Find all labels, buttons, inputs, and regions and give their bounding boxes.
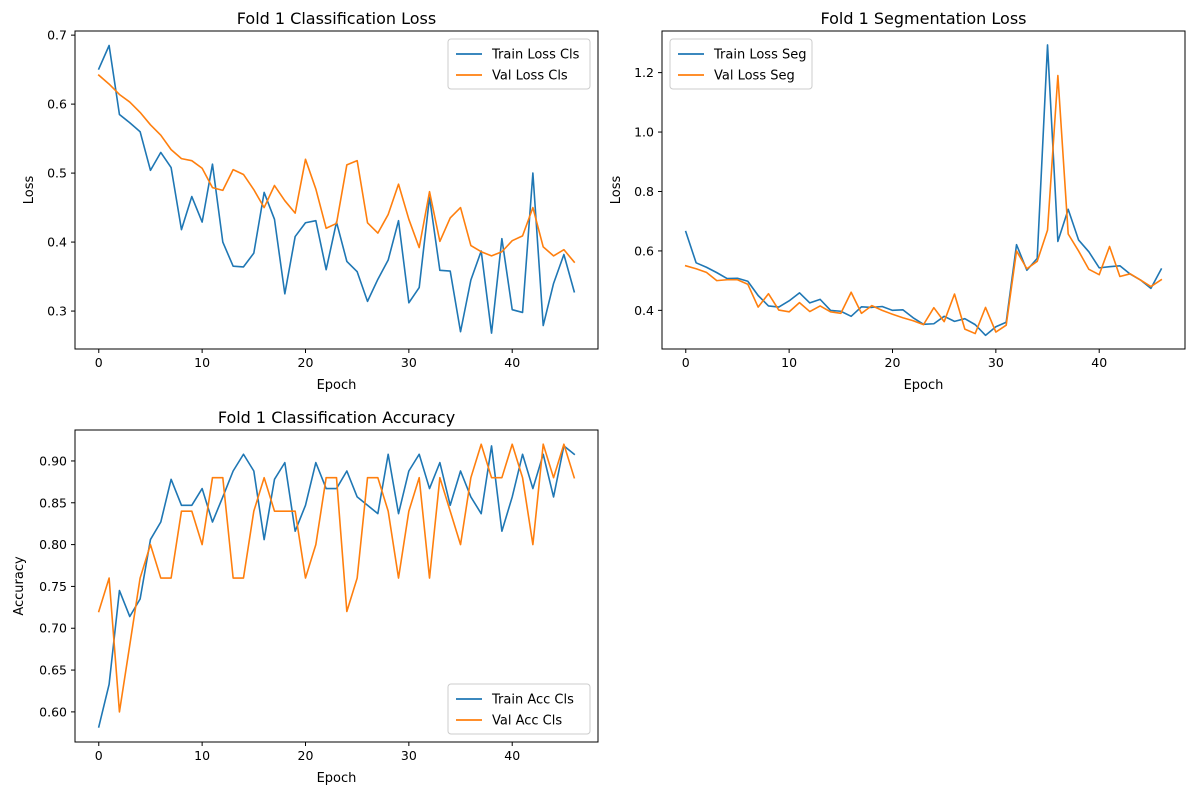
axes-frame	[661, 30, 1186, 350]
legend-box	[447, 683, 591, 735]
y-axis-label: Accuracy	[12, 556, 27, 616]
x-tick-label: 30	[988, 355, 1004, 370]
axes-frame	[74, 30, 599, 350]
y-tick-label: 0.80	[39, 537, 67, 552]
legend: Train Loss Seg Val Loss Seg	[669, 38, 813, 90]
y-tick-label: 0.7	[47, 28, 67, 43]
series-line-val-acc-cls	[97, 443, 576, 713]
series-line-val-loss-seg	[684, 74, 1163, 335]
series-line-val-loss-cls	[97, 74, 576, 264]
x-tick-label: 0	[682, 355, 690, 370]
x-tick-label: 20	[885, 355, 901, 370]
y-tick-label: 0.85	[39, 495, 67, 510]
legend-label: Val Loss Cls	[492, 69, 568, 84]
chart-title: Fold 1 Segmentation Loss	[820, 9, 1026, 28]
legend: Train Acc Cls Val Acc Cls	[447, 683, 591, 735]
y-tick-label: 0.75	[39, 579, 67, 594]
x-tick-label: 30	[401, 748, 417, 763]
x-tick-label: 20	[298, 355, 314, 370]
chart-3: 0 10 20 30 40 0.60 0.65 0.70 0.75 0.80 0.85 0.90 Fol…	[12, 408, 599, 786]
legend-label: Val Acc Cls	[492, 714, 562, 729]
x-tick-label: 40	[504, 748, 520, 763]
chart-title: Fold 1 Classification Accuracy	[218, 408, 455, 427]
y-tick-label: 0.6	[47, 97, 67, 112]
y-tick-label: 0.4	[634, 303, 654, 318]
y-tick-label: 0.8	[634, 184, 654, 199]
legend-label: Val Loss Seg	[714, 69, 795, 84]
y-tick-label: 0.90	[39, 453, 67, 468]
chart-1: 0 10 20 30 40 0.3 0.4 0.5 0.6 0.7 Fold 1 Classific…	[22, 9, 599, 393]
legend: Train Loss Cls Val Loss Cls	[447, 38, 591, 90]
legend-label: Train Loss Seg	[713, 48, 806, 63]
x-axis-label: Epoch	[904, 378, 944, 393]
legend-label: Train Loss Cls	[491, 48, 580, 63]
x-tick-label: 10	[781, 355, 797, 370]
series-line-train-acc-cls	[97, 445, 576, 728]
y-tick-label: 0.70	[39, 621, 67, 636]
x-tick-label: 0	[95, 355, 103, 370]
legend-label: Train Acc Cls	[491, 693, 574, 708]
legend-box	[447, 38, 591, 90]
x-tick-label: 40	[1091, 355, 1107, 370]
x-axis-label: Epoch	[317, 771, 357, 786]
chart-title: Fold 1 Classification Loss	[237, 9, 436, 28]
x-tick-label: 0	[95, 748, 103, 763]
x-tick-label: 30	[401, 355, 417, 370]
x-tick-label: 20	[298, 748, 314, 763]
y-axis-label: Loss	[609, 176, 624, 205]
chart-2: 0 10 20 30 40 0.4 0.6 0.8 1.0 1.2 Fold 1 Segmentat…	[609, 9, 1186, 393]
y-tick-label: 0.4	[47, 235, 67, 250]
y-tick-label: 0.3	[47, 304, 67, 319]
y-tick-label: 0.65	[39, 663, 67, 678]
x-tick-label: 10	[194, 355, 210, 370]
y-axis-label: Loss	[22, 176, 37, 205]
x-tick-label: 40	[504, 355, 520, 370]
y-tick-label: 1.0	[634, 125, 654, 140]
y-tick-label: 1.2	[634, 65, 654, 80]
legend-box	[669, 38, 813, 90]
y-tick-label: 0.5	[47, 166, 67, 181]
x-axis-label: Epoch	[317, 378, 357, 393]
x-tick-label: 10	[194, 748, 210, 763]
y-tick-label: 0.60	[39, 704, 67, 719]
y-tick-label: 0.6	[634, 243, 654, 258]
